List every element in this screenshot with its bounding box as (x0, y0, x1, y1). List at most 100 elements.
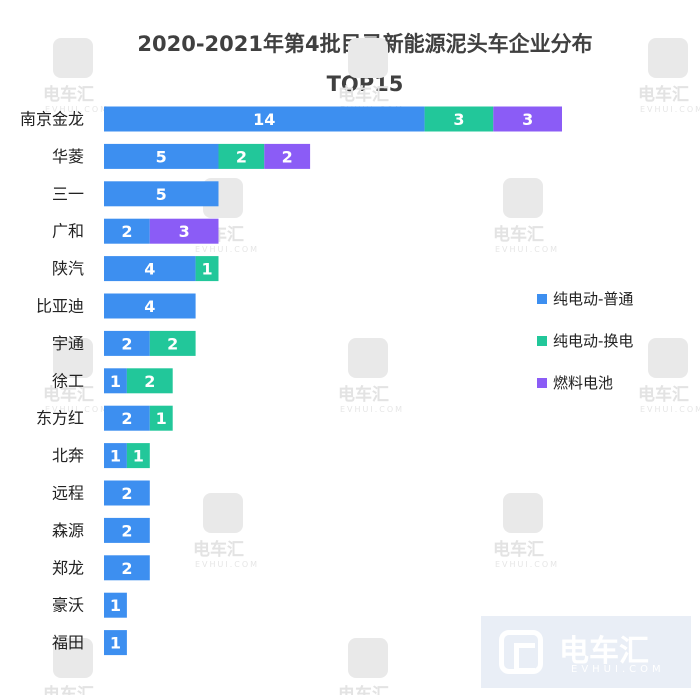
data-label: 1 (133, 447, 144, 466)
watermark-logo-icon (648, 338, 688, 378)
data-label: 2 (282, 147, 293, 166)
watermark-brand-text: 电车汇 (638, 384, 689, 405)
bar-segment (195, 256, 219, 282)
watermark-brand-text: 电车汇 (43, 384, 94, 405)
data-label: 3 (179, 222, 190, 241)
bar-segment (104, 256, 196, 282)
data-label: 1 (110, 596, 121, 615)
bar-segment (104, 517, 150, 543)
bar-segment (218, 143, 265, 169)
watermark-logo-icon (348, 38, 388, 78)
watermark-url-text: EVHUI.COM (195, 560, 259, 569)
legend-swatch (537, 336, 547, 346)
evhui-watermark-badge: 电车汇 EVHUI.COM (481, 616, 691, 688)
legend-label: 燃料电池 (553, 374, 613, 392)
legend-label: 纯电动-普通 (553, 290, 633, 308)
legend-item: 纯电动-普通 (537, 290, 633, 308)
watermark-brand-text: 电车汇 (638, 84, 689, 105)
bar-segment (264, 143, 311, 169)
bar-segment (104, 443, 127, 469)
data-label: 2 (121, 409, 132, 428)
data-label: 1 (110, 634, 121, 653)
bar-segment (104, 293, 196, 319)
watermark-logo-icon (53, 338, 93, 378)
category-label: 森源 (52, 521, 84, 540)
data-label: 1 (156, 409, 167, 428)
watermark-brand-text: 电车汇 (338, 684, 389, 695)
watermark-url-text: EVHUI.COM (495, 560, 559, 569)
bar-segment (104, 218, 150, 244)
data-label: 3 (453, 110, 464, 129)
bar-segment (104, 630, 127, 656)
category-label: 福田 (52, 633, 84, 652)
category-label: 宇通 (52, 334, 84, 353)
bar-segment (149, 330, 196, 356)
data-label: 3 (522, 110, 533, 129)
watermark-logo-icon (203, 493, 243, 533)
data-label: 2 (121, 521, 132, 540)
bar-segment (104, 368, 127, 394)
watermark-logo-icon (348, 338, 388, 378)
bar-segment (104, 480, 150, 506)
watermark-brand-text: 电车汇 (493, 539, 544, 560)
bar-segment (424, 106, 494, 132)
watermark-logo-icon (503, 493, 543, 533)
bar-segment (104, 106, 425, 132)
watermark-url-text: EVHUI.COM (640, 105, 700, 114)
watermark-logo-icon (348, 638, 388, 678)
watermark-logo-icon (53, 38, 93, 78)
category-label: 三一 (52, 184, 84, 203)
data-label: 4 (144, 260, 155, 279)
watermark-brand-text: 电车汇 (338, 84, 389, 105)
category-label: 华菱 (52, 147, 84, 166)
watermark-logo-icon (648, 38, 688, 78)
legend-item: 纯电动-换电 (537, 332, 633, 350)
watermark-url-text: EVHUI.COM (495, 245, 559, 254)
bar-segment (126, 368, 173, 394)
watermark-url-text: EVHUI.COM (45, 105, 109, 114)
watermark-url-text: EVHUI.COM (640, 405, 700, 414)
watermark-url-text: EVHUI.COM (340, 405, 404, 414)
bar-segment (104, 181, 219, 207)
bar-segment (126, 443, 150, 469)
watermark-brand-text: 电车汇 (493, 224, 544, 245)
legend-label: 纯电动-换电 (553, 332, 633, 350)
bar-segment (149, 405, 173, 431)
bar-segment (493, 106, 562, 132)
data-label: 4 (144, 297, 155, 316)
category-label: 比亚迪 (36, 297, 84, 316)
watermark-url-text: EVHUI.COM (195, 245, 259, 254)
data-label: 14 (253, 110, 275, 129)
watermark-logo-icon (503, 178, 543, 218)
bar-segment (104, 592, 127, 618)
legend-swatch (537, 294, 547, 304)
bar-segment (149, 218, 219, 244)
watermark-brand-text: 电车汇 (43, 84, 94, 105)
data-label: 1 (110, 447, 121, 466)
watermark-brand: 电车汇 (559, 634, 649, 669)
data-label: 2 (121, 559, 132, 578)
evhui-logo-icon (499, 630, 543, 674)
data-label: 2 (167, 334, 178, 353)
category-label: 郑龙 (52, 558, 84, 577)
legend-item: 燃料电池 (537, 374, 613, 392)
data-label: 1 (201, 260, 212, 279)
category-label: 广和 (52, 222, 84, 241)
category-label: 徐工 (52, 371, 84, 390)
data-label: 5 (156, 147, 167, 166)
data-label: 5 (156, 185, 167, 204)
data-label: 2 (121, 334, 132, 353)
legend-swatch (537, 378, 547, 388)
bar-segment (104, 555, 150, 581)
bar-segment (104, 330, 150, 356)
watermark-url-text: EVHUI.COM (45, 405, 109, 414)
